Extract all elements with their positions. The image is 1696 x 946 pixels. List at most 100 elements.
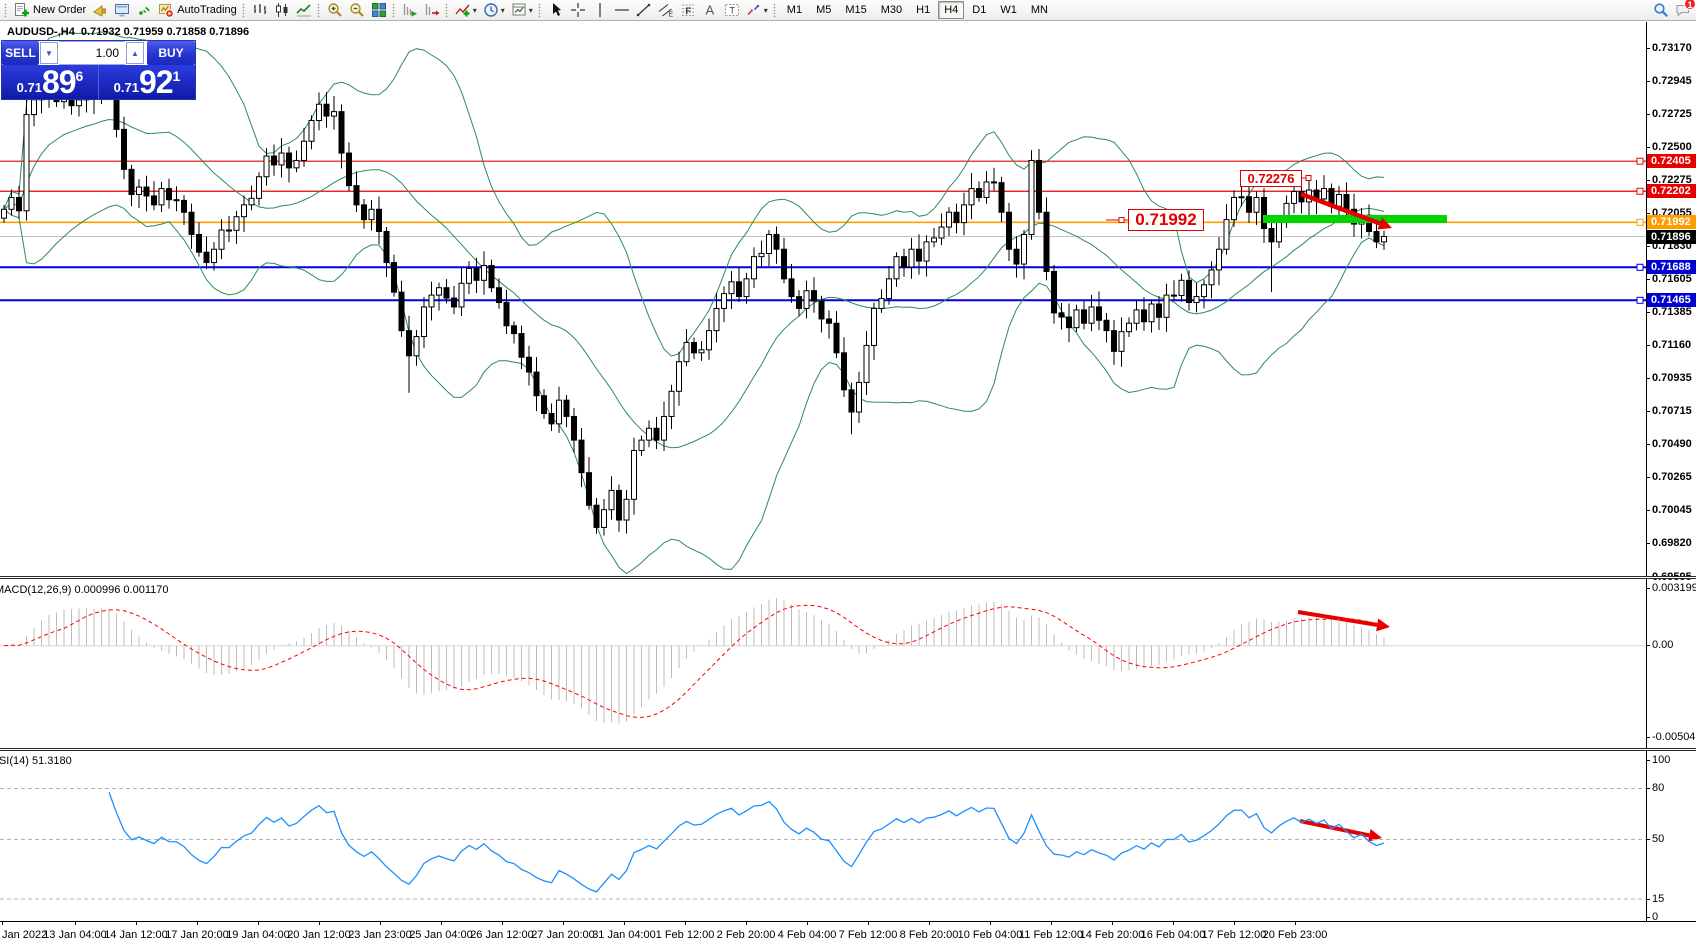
- notifications-button[interactable]: 1: [1672, 0, 1696, 20]
- text-label-button[interactable]: T: [721, 1, 743, 20]
- vertical-line-button[interactable]: [589, 1, 611, 20]
- crosshair-button[interactable]: [567, 1, 589, 20]
- data-window-button[interactable]: [111, 1, 133, 20]
- red-arrow-head[interactable]: [1377, 217, 1392, 230]
- line-anchor-marker[interactable]: [1636, 187, 1644, 195]
- red-arrow-line[interactable]: [1299, 819, 1370, 838]
- toolbar-grip[interactable]: [3, 2, 8, 18]
- timeframe-d1-button[interactable]: D1: [972, 4, 987, 16]
- autotrading-button[interactable]: AutoTrading: [155, 1, 240, 20]
- candle-bear: [511, 325, 517, 335]
- candle-bull: [683, 341, 690, 363]
- bar-chart-icon: [252, 2, 268, 18]
- timeframe-h4-button[interactable]: H4: [938, 1, 965, 19]
- rsi-tick: [1646, 839, 1650, 840]
- red-arrow-head[interactable]: [1367, 828, 1382, 842]
- fibonacci-icon: F: [680, 2, 696, 18]
- time-tick-label: 25 Jan 04:00: [409, 929, 473, 941]
- macd-tick-label: 0.003199: [1652, 581, 1696, 594]
- toolbar-grip[interactable]: [536, 2, 542, 18]
- panel-separator[interactable]: [0, 576, 1696, 579]
- candle-bear: [353, 185, 360, 206]
- new-order-button[interactable]: New Order: [11, 1, 89, 20]
- candle-bear: [16, 196, 22, 212]
- line-anchor-marker[interactable]: [1636, 157, 1644, 165]
- line-anchor-marker[interactable]: [1636, 263, 1644, 271]
- macd-indicator-label: MACD(12,26,9) 0.000996 0.001170: [0, 584, 169, 596]
- signals-icon: [136, 2, 152, 18]
- annotation-anchor[interactable]: [1118, 217, 1125, 223]
- price-annotation-box[interactable]: 0.72276: [1240, 170, 1302, 187]
- candle-bear: [1343, 193, 1350, 210]
- candle-bear: [451, 297, 457, 308]
- timeframe-m5-button[interactable]: M5: [816, 4, 832, 16]
- price-annotation-box[interactable]: 0.71992: [1128, 209, 1204, 231]
- timeframe-mn-button[interactable]: MN: [1030, 4, 1048, 16]
- red-arrow-line[interactable]: [1300, 191, 1381, 226]
- horizontal-line-button[interactable]: [611, 1, 633, 20]
- periods-button[interactable]: ▾: [480, 1, 508, 20]
- tile-windows-icon: [371, 2, 387, 18]
- chart-canvas[interactable]: [0, 0, 1646, 921]
- arrows-button[interactable]: ▾: [743, 1, 771, 20]
- line-anchor-marker[interactable]: [1636, 218, 1644, 226]
- candle-bull: [961, 204, 967, 224]
- panel-separator[interactable]: [0, 748, 1696, 751]
- toolbar-grip[interactable]: [443, 2, 449, 18]
- chart-shift-button[interactable]: [421, 1, 443, 20]
- candle-bear: [1058, 312, 1065, 318]
- megaphone-button[interactable]: [89, 1, 111, 20]
- toolbar-grip[interactable]: [771, 2, 777, 18]
- equidistant-channel-button[interactable]: E: [655, 1, 677, 20]
- signals-button[interactable]: [133, 1, 155, 20]
- candle-bull: [1148, 303, 1155, 323]
- candle-bear: [503, 302, 510, 327]
- bar-chart-button[interactable]: [249, 1, 271, 20]
- sell-button[interactable]: SELL: [2, 41, 39, 65]
- templates-button[interactable]: ▾: [508, 1, 536, 20]
- red-arrow-head[interactable]: [1376, 618, 1390, 632]
- zoom-in-button[interactable]: [324, 1, 346, 20]
- candle-bull: [1223, 219, 1230, 250]
- tile-windows-button[interactable]: [368, 1, 390, 20]
- toolbar-grip[interactable]: [390, 2, 396, 18]
- buy-button[interactable]: BUY: [147, 41, 195, 65]
- green-trend-segment[interactable]: [1263, 215, 1447, 223]
- zoom-out-button[interactable]: [346, 1, 368, 20]
- line-chart-button[interactable]: [293, 1, 315, 20]
- candlestick-icon: [274, 2, 290, 18]
- search-button[interactable]: [1650, 1, 1672, 20]
- volume-input[interactable]: [59, 41, 125, 65]
- candlestick-button[interactable]: [271, 1, 293, 20]
- toolbar-grip[interactable]: [315, 2, 321, 18]
- one-click-trading-panel: SELL ▼ ▲ BUY 0.71 89 6 0.71 92 1: [1, 40, 196, 100]
- trendline-button[interactable]: [633, 1, 655, 20]
- timeframe-w1-button[interactable]: W1: [1000, 4, 1017, 16]
- candle-bull: [706, 330, 712, 351]
- text-button[interactable]: A: [699, 1, 721, 20]
- candle-bull: [428, 294, 435, 308]
- volume-increase-button[interactable]: ▲: [126, 42, 144, 64]
- candle-bull: [218, 229, 225, 250]
- fibonacci-button[interactable]: F: [677, 1, 699, 20]
- price-tick: [1646, 411, 1650, 413]
- candle-bull: [301, 140, 307, 161]
- timeframe-m15-button[interactable]: M15: [845, 4, 867, 16]
- rsi-tick: [1646, 916, 1650, 918]
- cursor-button[interactable]: [545, 1, 567, 20]
- toolbar-grip[interactable]: [240, 2, 246, 18]
- macd-panel[interactable]: [0, 598, 1646, 724]
- auto-scroll-button[interactable]: [399, 1, 421, 20]
- timeframe-m30-button[interactable]: M30: [880, 4, 903, 16]
- chart-ohlc-values: 0.71932 0.71959 0.71858 0.71896: [80, 26, 250, 38]
- main-price-panel[interactable]: [0, 31, 1646, 575]
- timeframe-m1-button[interactable]: M1: [786, 4, 803, 16]
- volume-decrease-button[interactable]: ▼: [40, 42, 58, 64]
- time-tick: [319, 922, 320, 925]
- line-anchor-marker[interactable]: [1636, 296, 1644, 304]
- annotation-anchor[interactable]: [1305, 175, 1312, 181]
- candle-bull: [76, 99, 82, 107]
- indicators-button[interactable]: ▾: [452, 1, 480, 20]
- timeframe-h1-button[interactable]: H1: [916, 4, 931, 16]
- rsi-panel[interactable]: [0, 788, 1646, 900]
